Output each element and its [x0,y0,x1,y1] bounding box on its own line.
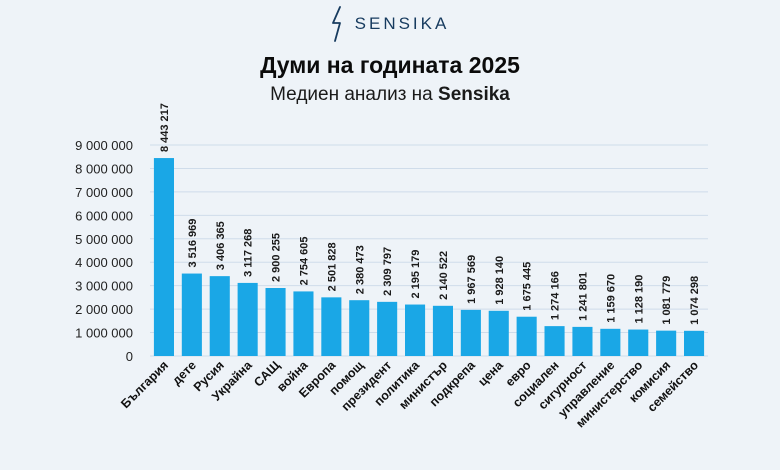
data-label: 2 195 179 [410,250,422,299]
x-tick-label: България [118,358,171,411]
y-tick-label: 7 000 000 [75,185,133,200]
y-tick-label: 1 000 000 [75,326,133,341]
bar [321,297,342,356]
bar [265,288,286,356]
y-tick-label: 6 000 000 [75,208,133,223]
data-label: 2 754 605 [298,236,310,285]
x-tick-label: цена [475,357,506,388]
data-label: 1 967 569 [466,255,478,304]
bar [628,329,649,356]
y-tick-label: 5 000 000 [75,232,133,247]
data-label: 1 159 670 [605,274,617,323]
bar [572,326,593,356]
bar [544,326,565,356]
data-label: 1 274 166 [550,271,562,320]
y-tick-label: 2 000 000 [75,302,133,317]
bar [237,282,258,356]
data-label: 3 117 268 [243,229,255,277]
y-tick-label: 3 000 000 [75,279,133,294]
data-label: 2 140 522 [438,251,450,300]
bar [377,301,398,356]
bar [181,273,202,356]
bar [684,330,705,356]
bar [656,330,677,356]
data-label: 1 074 298 [689,276,701,325]
data-label: 1 128 190 [633,275,645,324]
y-tick-label: 0 [126,349,133,364]
bar [432,305,453,356]
sensika-logo-icon [331,6,341,42]
chart-title: Думи на годината 2025 [260,52,520,78]
bar [293,291,314,356]
subtitle-brand: Sensika [438,84,510,105]
data-label: 1 081 779 [661,276,673,325]
data-label: 2 900 255 [271,233,283,282]
data-label: 2 309 797 [382,247,394,296]
bar [209,276,230,356]
bar [153,158,174,356]
bar [349,300,370,356]
data-label: 1 241 801 [577,272,589,321]
bar [600,328,621,356]
data-label: 1 675 445 [522,262,534,311]
y-tick-label: 4 000 000 [75,255,133,270]
y-tick-label: 8 000 000 [75,161,133,176]
bar [488,310,509,356]
chart-subtitle: Медиен анализ на Sensika [0,84,780,106]
y-tick-label: 9 000 000 [75,138,133,153]
brand-name: SENSIKA [354,14,450,33]
data-label: 1 928 140 [494,256,506,305]
data-label: 3 406 365 [215,221,227,270]
bar [405,304,426,356]
brand-header: SENSIKA [0,6,780,42]
data-label: 8 443 217 [159,103,171,152]
data-label: 3 516 969 [187,219,199,268]
subtitle-prefix: Медиен анализ на [270,84,433,105]
bar [516,316,537,356]
data-label: 2 380 473 [354,245,366,294]
data-label: 2 501 828 [326,242,338,291]
bar [460,309,481,356]
